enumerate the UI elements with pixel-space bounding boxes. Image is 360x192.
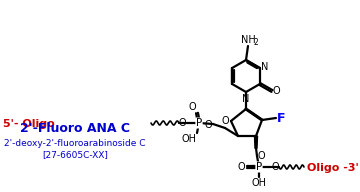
Text: O: O xyxy=(204,120,212,130)
Text: 2: 2 xyxy=(254,38,259,47)
Text: [27-6605C-XX]: [27-6605C-XX] xyxy=(42,151,108,160)
Text: N: N xyxy=(261,62,268,72)
Text: O: O xyxy=(258,151,266,161)
Text: O: O xyxy=(221,116,229,126)
Text: O: O xyxy=(272,162,280,172)
Text: OH: OH xyxy=(181,134,196,144)
Text: 2'-Fluoro ANA C: 2'-Fluoro ANA C xyxy=(20,122,130,135)
Text: F: F xyxy=(277,112,285,124)
Text: NH: NH xyxy=(240,35,255,45)
Text: O: O xyxy=(188,102,196,112)
Text: P: P xyxy=(256,162,262,172)
Text: Oligo -3': Oligo -3' xyxy=(307,163,359,173)
Text: P: P xyxy=(196,118,202,128)
Text: O: O xyxy=(237,162,245,172)
Polygon shape xyxy=(255,136,257,148)
Text: O: O xyxy=(178,118,186,128)
Text: O: O xyxy=(273,86,280,96)
Text: OH: OH xyxy=(252,178,266,188)
Text: N: N xyxy=(242,94,250,104)
Polygon shape xyxy=(244,109,264,120)
Text: 2'-deoxy-2'-fluoroarabinoside C: 2'-deoxy-2'-fluoroarabinoside C xyxy=(4,138,146,147)
Text: 5'- Oligo: 5'- Oligo xyxy=(3,119,55,129)
